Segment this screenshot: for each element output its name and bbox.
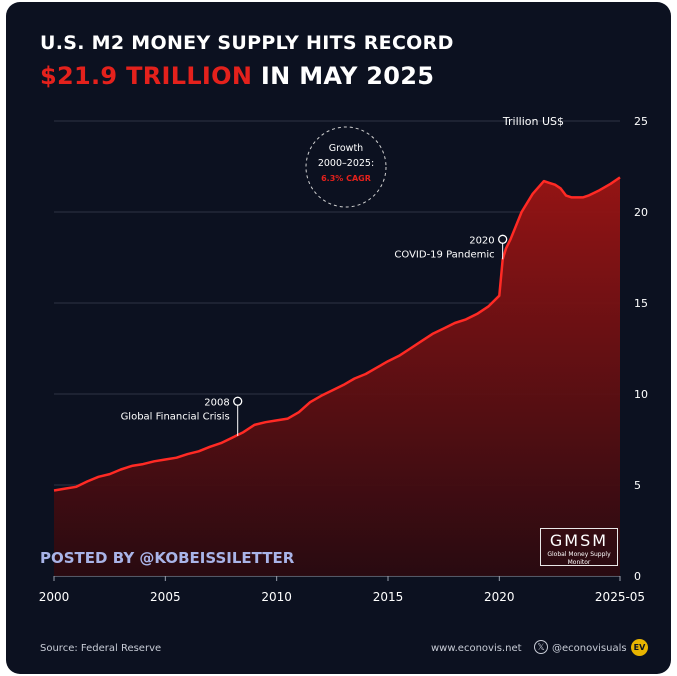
x-tick-label: 2025-05 [595,590,645,604]
annotations: 2008 Global Financial Crisis 2020 COVID-19 … [121,234,508,436]
chart-title-rest: IN MAY 2025 [252,62,435,90]
chart-title-accent: $21.9 TRILLION [40,62,253,90]
x-tick-label: 2020 [484,590,515,604]
chart-title-line2: $21.9 TRILLION IN MAY 2025 [40,62,434,90]
annotation-year: 2008 [204,397,229,408]
infographic-card: U.S. M2 MONEY SUPPLY HITS RECORD $21.9 T… [6,2,671,674]
annotation-label: Global Financial Crisis [121,411,230,422]
ev-badge-icon: EV [631,639,648,656]
annotation-year: 2020 [469,235,494,246]
annotation-marker [498,234,508,244]
x-tick-label: 2000 [39,590,70,604]
m2-area-chart: 0 5 10 15 20 25 2000 2005 2010 2015 2020 2025-05 2… [39,115,648,604]
cagr-circle [305,126,387,208]
annotation-marker [233,396,243,406]
series-line [53,176,621,492]
logo-main-text: GMSM [549,531,609,550]
cagr-callout: Growth 2000–2025: 6.3% CAGR [305,126,387,208]
y-tick-label: 5 [634,479,641,492]
x-tick-label: 2010 [261,590,292,604]
y-axis-ticks: 0 5 10 15 20 25 [634,115,648,583]
cagr-line3: 6.3% CAGR [321,174,371,183]
y-tick-label: 10 [634,388,648,401]
social-handle[interactable]: @econovisuals [552,643,627,654]
annotation-label: COVID-19 Pandemic [394,249,494,260]
posted-by-label: POSTED BY @KOBEISSILETTER [40,549,295,567]
source-label: Source: Federal Reserve [40,643,162,654]
y-tick-label: 15 [634,297,648,310]
y-tick-label: 0 [634,570,641,583]
y-tick-label: 20 [634,206,648,219]
y-tick-label: 25 [634,115,648,128]
x-tick-label: 2015 [373,590,404,604]
chart-title-line1: U.S. M2 MONEY SUPPLY HITS RECORD [40,32,454,54]
unit-label: Trillion US$ [502,115,564,128]
cagr-line2: 2000–2025: [318,158,374,169]
cagr-line1: Growth [329,143,363,154]
logo-sub-text: Global Money Supply Monitor [547,551,611,566]
gmsm-logo: GMSM Global Money Supply Monitor [540,528,618,566]
series-area [54,177,620,576]
x-logo-icon: 𝕏 [534,640,548,654]
x-tick-label: 2005 [150,590,181,604]
website-link[interactable]: www.econovis.net [431,643,522,654]
x-axis-ticks: 2000 2005 2010 2015 2020 2025-05 [39,576,645,604]
